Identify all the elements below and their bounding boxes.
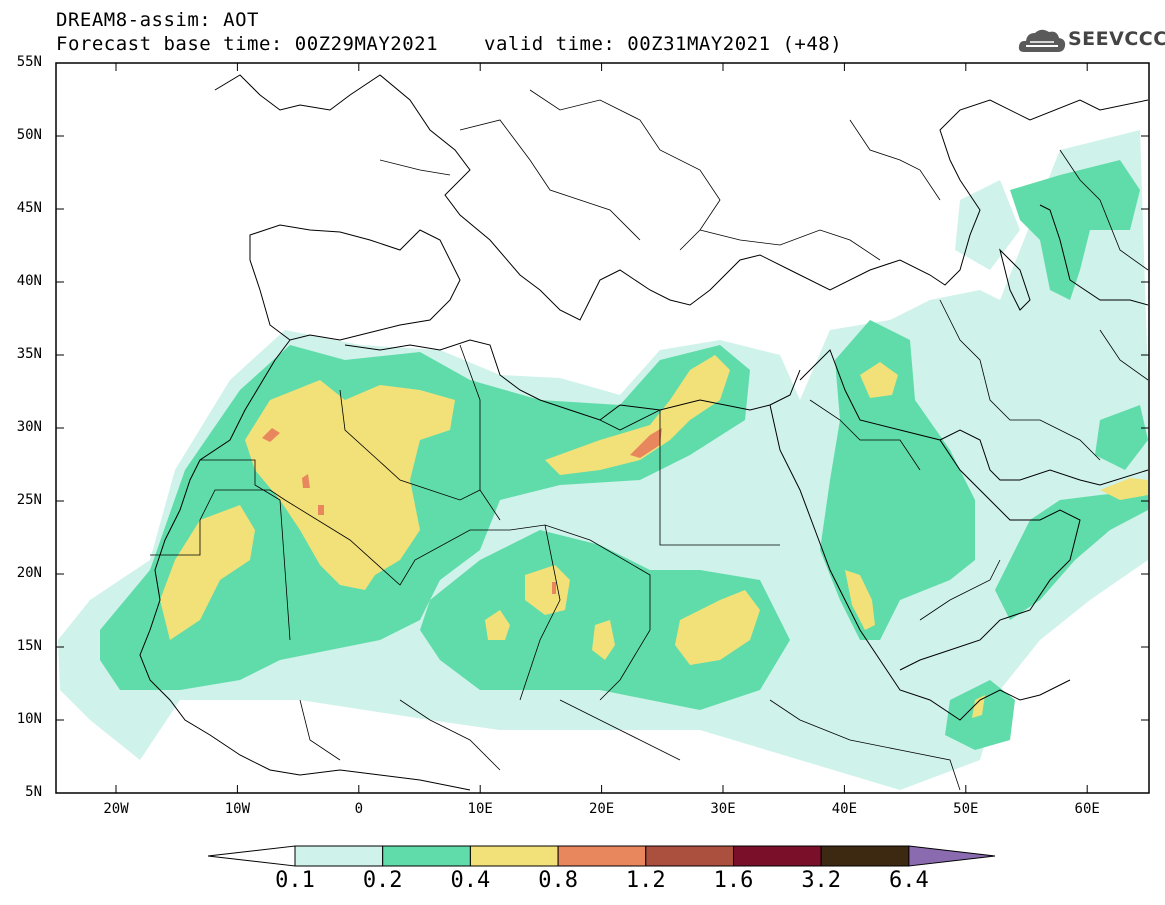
lon-label: 30E bbox=[710, 801, 736, 817]
colorbar-label: 0.2 bbox=[362, 868, 403, 893]
colorbar-swatch bbox=[294, 845, 384, 867]
colorbar-swatch bbox=[733, 845, 822, 867]
colorbar-swatch bbox=[382, 845, 471, 867]
lon-label: 10E bbox=[467, 801, 493, 817]
aot-level-0-4 bbox=[160, 355, 1148, 718]
axis-ticks bbox=[56, 62, 1149, 794]
aot-level-0-8 bbox=[262, 428, 662, 594]
colorbar bbox=[207, 845, 996, 867]
aot-field bbox=[58, 74, 1149, 791]
colorbar-swatch bbox=[557, 845, 647, 867]
lat-label: 5N bbox=[25, 784, 42, 800]
seevccc-logo: SEEVCCC bbox=[1016, 22, 1165, 58]
lat-label: 50N bbox=[16, 127, 42, 143]
logo-text: SEEVCCC bbox=[1068, 28, 1165, 50]
lon-label: 40E bbox=[831, 801, 858, 817]
lat-label: 35N bbox=[16, 346, 42, 362]
lon-label: 20E bbox=[588, 801, 615, 817]
colorbar-swatch bbox=[645, 845, 734, 867]
lat-label: 25N bbox=[16, 492, 42, 508]
map-title: DREAM8-assim: AOT bbox=[56, 9, 259, 31]
colorbar-label: 3.2 bbox=[801, 868, 842, 893]
lat-label: 45N bbox=[16, 200, 42, 216]
lon-label: 20W bbox=[103, 801, 129, 817]
lon-label: 60E bbox=[1074, 801, 1100, 817]
colorbar-max-arrow bbox=[908, 845, 996, 867]
colorbar-min-arrow bbox=[207, 845, 296, 867]
lat-label: 55N bbox=[16, 54, 42, 70]
colorbar-label: 0.8 bbox=[538, 868, 578, 893]
colorbar-label: 1.6 bbox=[713, 868, 754, 893]
lat-label: 20N bbox=[16, 565, 42, 581]
lat-label: 30N bbox=[16, 419, 42, 435]
forecast-base-time: Forecast base time: 00Z29MAY2021 bbox=[56, 33, 439, 55]
valid-time: valid time: 00Z31MAY2021 (+48) bbox=[484, 33, 843, 55]
lon-label: 10W bbox=[224, 801, 251, 817]
colorbar-label: 0.1 bbox=[275, 868, 315, 893]
lat-label: 40N bbox=[16, 273, 42, 289]
lat-label: 10N bbox=[16, 711, 42, 727]
colorbar-swatch bbox=[820, 845, 910, 867]
coastlines bbox=[139, 74, 1149, 791]
lon-label: 50E bbox=[953, 801, 979, 817]
colorbar-label: 6.4 bbox=[889, 868, 929, 893]
colorbar-label: 0.4 bbox=[450, 868, 491, 893]
colorbar-swatch bbox=[469, 845, 559, 867]
cloud-icon bbox=[1018, 29, 1066, 52]
lon-label: 0 bbox=[354, 801, 364, 817]
borders bbox=[150, 89, 1149, 791]
colorbar-label: 1.2 bbox=[625, 868, 666, 893]
lat-label: 15N bbox=[16, 638, 42, 654]
